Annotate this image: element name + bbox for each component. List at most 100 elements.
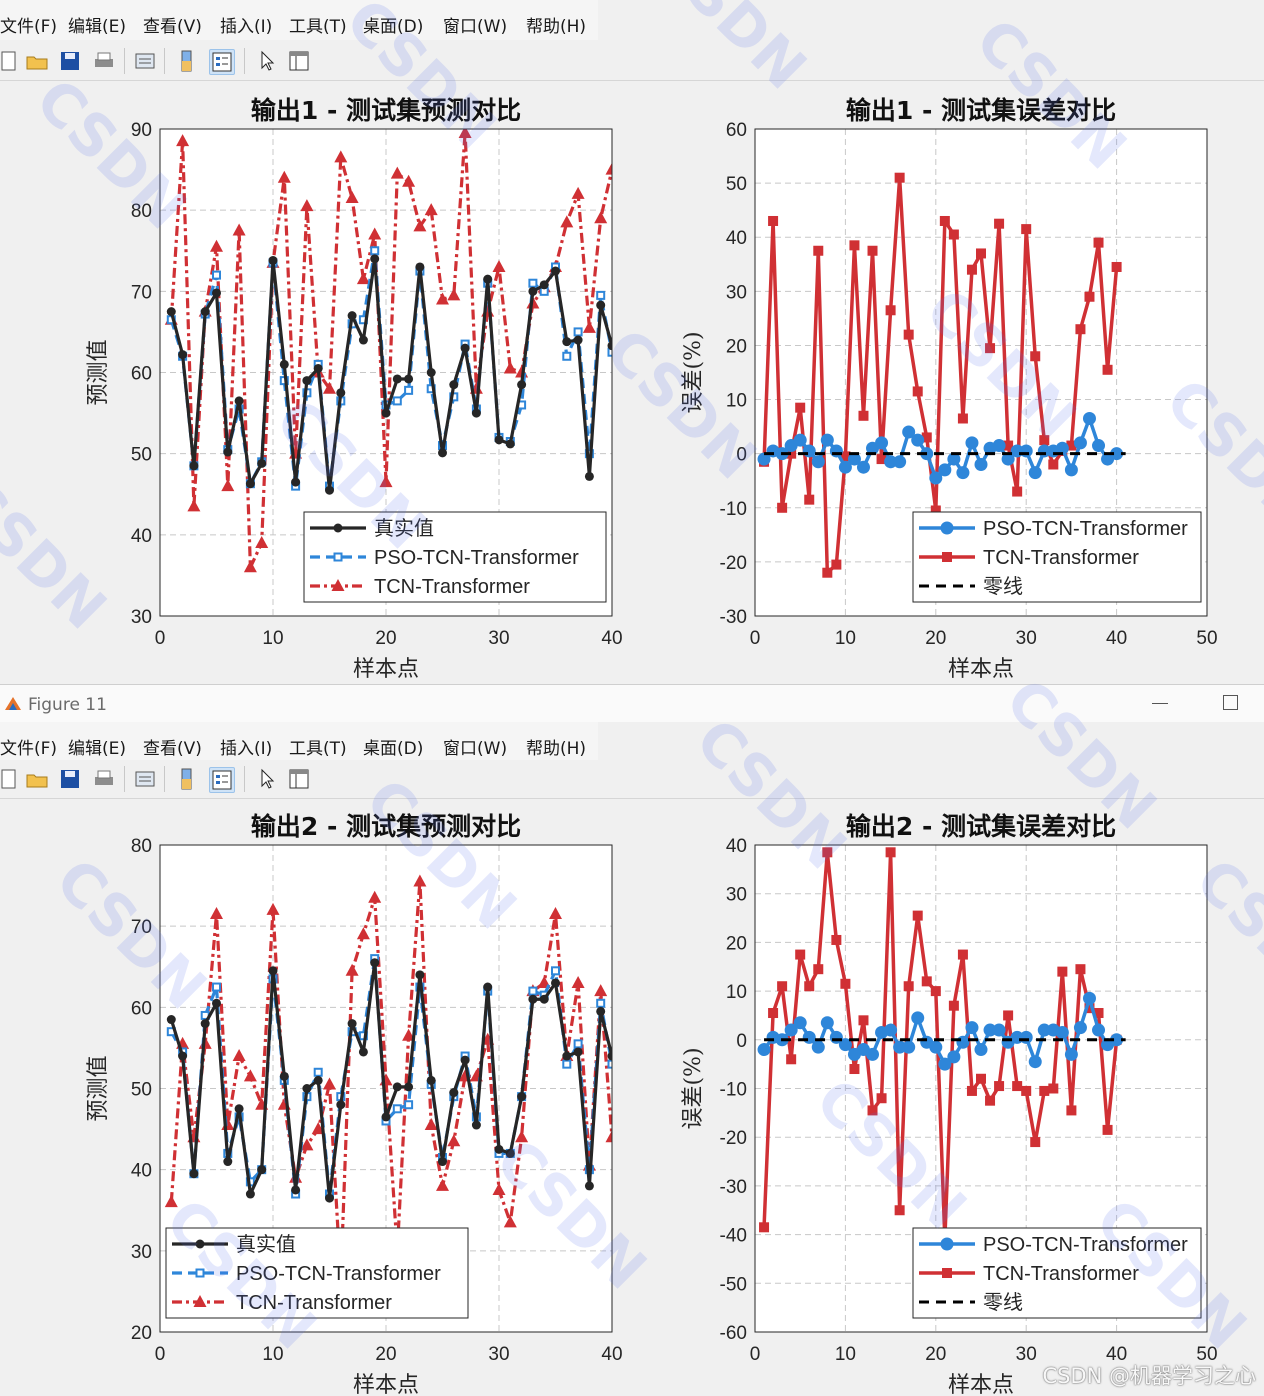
data-point-truth	[404, 1082, 414, 1092]
property-inspector-icon[interactable]	[287, 767, 311, 791]
data-point-tcn-transformer	[345, 963, 359, 976]
legend-label-pso-tcn-transformer: PSO-TCN-Transformer	[236, 1263, 441, 1285]
menu-view[interactable]: 查看(V)	[143, 17, 202, 37]
menu-view[interactable]: 查看(V)	[143, 739, 202, 759]
data-point-pso-tcn-transformer	[893, 455, 907, 469]
data-point-tcn-transformer	[994, 1081, 1005, 1092]
data-point-truth	[562, 1051, 572, 1061]
x-tick-label: 40	[1106, 628, 1127, 649]
print-preview-icon[interactable]	[133, 49, 157, 73]
data-point-tcn-transformer	[849, 240, 860, 251]
menu-window[interactable]: 窗口(W)	[443, 17, 508, 37]
x-tick-label: 10	[262, 628, 283, 649]
data-point-pso-tcn-transformer	[596, 290, 606, 300]
data-point-tcn-transformer	[323, 1077, 336, 1090]
data-point-tcn-transformer	[1084, 291, 1095, 302]
legend-marker-tcn-transformer	[942, 552, 952, 562]
data-point-tcn-transformer	[447, 288, 461, 301]
data-point-pso-tcn-transformer	[811, 455, 825, 469]
menu-desktop[interactable]: 桌面(D)	[363, 739, 424, 759]
menu-window[interactable]: 窗口(W)	[443, 739, 508, 759]
data-point-pso-tcn-transformer	[992, 1023, 1006, 1037]
menu-help[interactable]: 帮助(H)	[526, 17, 587, 37]
save-icon[interactable]	[58, 49, 82, 73]
y-tick-label: 60	[131, 364, 152, 385]
data-point-truth	[200, 307, 210, 317]
data-point-truth	[483, 274, 493, 284]
pointer-icon[interactable]	[255, 49, 279, 73]
maximize-icon[interactable]	[1223, 695, 1238, 710]
menu-tools[interactable]: 工具(T)	[289, 739, 347, 759]
y-tick-label: 80	[131, 201, 152, 222]
legend-icon[interactable]	[209, 767, 235, 793]
minimize-icon[interactable]	[1152, 703, 1168, 704]
toolbar-separator	[124, 48, 125, 74]
data-point-pso-tcn-transformer	[983, 1023, 997, 1037]
data-point-truth	[189, 1169, 199, 1179]
y-tick-label: 40	[131, 1161, 152, 1182]
data-point-truth	[234, 1104, 244, 1114]
save-icon[interactable]	[58, 767, 82, 791]
print-icon[interactable]	[92, 49, 116, 73]
y-tick-label: 70	[131, 917, 152, 938]
data-point-pso-tcn-transformer	[956, 1035, 970, 1049]
menu-desktop[interactable]: 桌面(D)	[363, 17, 424, 37]
menu-tools[interactable]: 工具(T)	[289, 17, 347, 37]
data-point-truth	[517, 380, 527, 390]
x-axis-label: 样本点	[948, 657, 1014, 682]
menu-file[interactable]: 文件(F)	[0, 17, 58, 37]
data-point-pso-tcn-transformer	[938, 1057, 952, 1071]
legend-marker-pso-tcn-transformer	[195, 1268, 205, 1278]
data-point-truth	[313, 1075, 323, 1085]
series-group	[757, 847, 1126, 1245]
data-point-tcn-transformer	[1075, 964, 1086, 975]
legend: PSO-TCN-Transformer TCN-Transformer 零线	[912, 511, 1202, 603]
print-preview-icon[interactable]	[133, 767, 157, 791]
data-point-truth	[539, 994, 549, 1004]
data-point-truth	[517, 1092, 527, 1102]
colorbar-icon[interactable]	[175, 767, 199, 791]
legend-label-pso-tcn-transformer: PSO-TCN-Transformer	[983, 1234, 1188, 1256]
axes-box	[159, 844, 613, 1333]
y-tick-label: 70	[131, 282, 152, 303]
new-file-icon[interactable]	[0, 49, 24, 73]
menu-edit[interactable]: 编辑(E)	[68, 739, 127, 759]
data-point-truth	[325, 1193, 334, 1203]
print-icon[interactable]	[92, 767, 116, 791]
open-folder-icon[interactable]	[25, 767, 49, 791]
colorbar-icon[interactable]	[175, 49, 199, 73]
data-point-tcn-transformer	[966, 264, 977, 275]
data-point-truth	[358, 335, 368, 345]
data-point-pso-tcn-transformer	[1028, 1055, 1042, 1069]
menu-edit[interactable]: 编辑(E)	[68, 17, 127, 37]
data-point-truth	[279, 359, 289, 369]
data-point-tcn-transformer	[492, 259, 506, 272]
menu-insert[interactable]: 插入(I)	[220, 17, 273, 37]
data-point-truth	[573, 335, 583, 345]
data-point-tcn-transformer	[985, 1095, 996, 1106]
data-point-tcn-transformer	[1066, 440, 1077, 451]
toolbar-separator	[164, 766, 165, 792]
legend-icon[interactable]	[209, 49, 235, 75]
data-point-tcn-transformer	[1039, 1085, 1050, 1096]
data-point-tcn-transformer	[232, 223, 246, 236]
menu-file[interactable]: 文件(F)	[0, 739, 58, 759]
data-point-pso-tcn-transformer	[947, 1050, 961, 1064]
legend: 真实值 PSO-TCN-Transformer TCN-Transformer	[165, 1227, 469, 1319]
menu-insert[interactable]: 插入(I)	[220, 739, 273, 759]
new-file-icon[interactable]	[0, 767, 24, 791]
data-point-tcn-transformer	[571, 186, 585, 199]
data-point-pso-tcn-transformer	[1055, 441, 1069, 455]
data-point-tcn-transformer	[503, 1215, 517, 1228]
property-inspector-icon[interactable]	[287, 49, 311, 73]
data-point-tcn-transformer	[458, 129, 472, 139]
data-point-truth	[483, 982, 493, 992]
data-point-pso-tcn-transformer	[992, 439, 1006, 453]
pointer-icon[interactable]	[255, 767, 279, 791]
data-point-tcn-transformer	[822, 847, 833, 858]
menu-help[interactable]: 帮助(H)	[526, 739, 587, 759]
data-point-truth	[245, 1189, 255, 1199]
data-point-truth	[268, 255, 278, 265]
open-folder-icon[interactable]	[25, 49, 49, 73]
data-point-pso-tcn-transformer	[820, 1016, 834, 1030]
